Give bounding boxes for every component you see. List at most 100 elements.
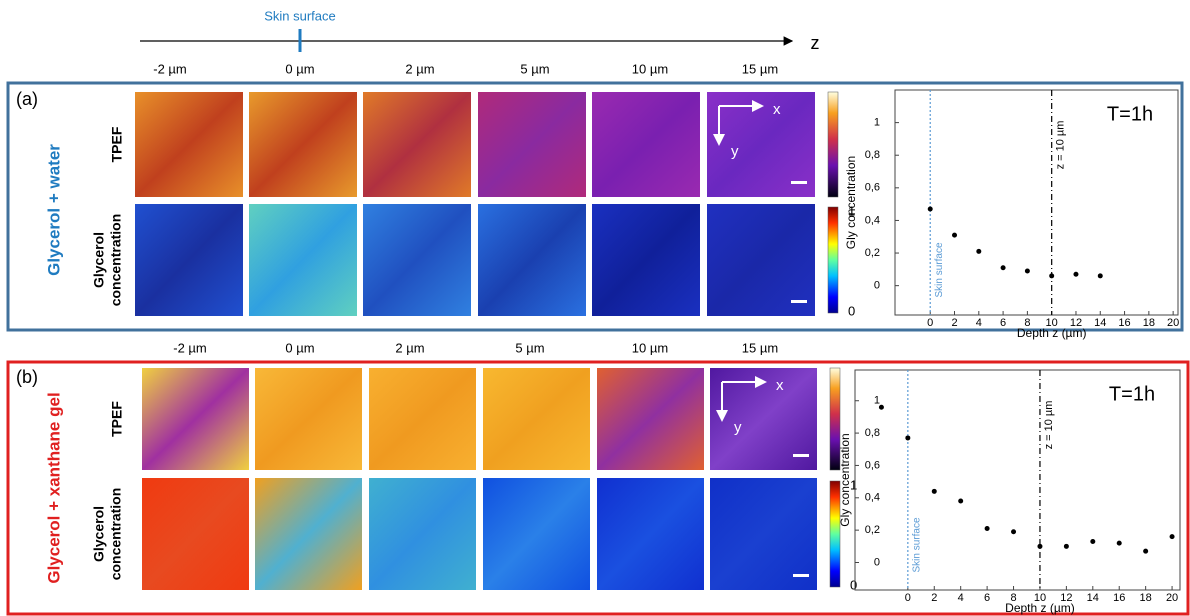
row-label: concentration bbox=[108, 214, 124, 307]
y-tick-label: 0,6 bbox=[865, 182, 880, 194]
depth-label: -2 µm bbox=[173, 340, 207, 355]
x-tick-label: 20 bbox=[1167, 317, 1179, 329]
y-axis-label: Gly concentration bbox=[844, 156, 858, 249]
data-point bbox=[905, 435, 911, 441]
axis-label: Skin surface bbox=[264, 8, 336, 23]
depth-label: 10 µm bbox=[632, 340, 668, 355]
colorbar-label: 0 bbox=[848, 303, 855, 318]
data-point bbox=[952, 232, 958, 238]
micro-image bbox=[478, 204, 586, 316]
micro-image bbox=[255, 478, 362, 590]
depth-label: 0 µm bbox=[285, 61, 314, 76]
micro-image bbox=[249, 92, 357, 197]
y-tick-label: 0 bbox=[874, 280, 880, 292]
x-tick-label: 16 bbox=[1118, 317, 1130, 329]
y-tick-label: 0,2 bbox=[865, 247, 880, 259]
colorbar-label: 0 bbox=[850, 577, 857, 592]
row-label: Glycerol bbox=[91, 232, 107, 288]
micro-image bbox=[255, 368, 362, 470]
micro-image bbox=[249, 204, 357, 316]
data-point bbox=[1049, 273, 1055, 279]
orient-label: y bbox=[731, 143, 739, 160]
y-tick-label: 0,8 bbox=[865, 149, 880, 161]
reference-label: z = 10 µm bbox=[1055, 121, 1067, 170]
micro-image bbox=[135, 204, 243, 316]
micro-image bbox=[369, 478, 476, 590]
x-tick-label: 2 bbox=[931, 592, 937, 604]
sample-label: Glycerol + water bbox=[44, 144, 63, 276]
row-label: concentration bbox=[108, 488, 124, 581]
depth-label: 2 µm bbox=[405, 61, 434, 76]
panel-frame bbox=[6, 81, 1184, 332]
data-point bbox=[958, 498, 964, 504]
y-axis-label: Gly concentration bbox=[838, 433, 852, 526]
depth-label: 5 µm bbox=[515, 340, 544, 355]
row-label: TPEF bbox=[109, 126, 125, 162]
sample-label: Glycerol + xanthane gel bbox=[44, 392, 63, 583]
panel-frame bbox=[6, 360, 1190, 616]
scale-bar bbox=[793, 454, 809, 457]
micro-image bbox=[363, 204, 471, 316]
x-axis-label: Depth z (µm) bbox=[1005, 601, 1075, 615]
y-tick-label: 0,4 bbox=[865, 492, 880, 504]
depth-label: 2 µm bbox=[395, 340, 424, 355]
x-tick-label: 6 bbox=[984, 592, 990, 604]
reference-label: Skin surface bbox=[911, 517, 922, 572]
depth-label: 10 µm bbox=[632, 61, 668, 76]
micro-image bbox=[483, 478, 590, 590]
annotation: T=1h bbox=[1109, 383, 1155, 405]
micro-image bbox=[597, 368, 704, 470]
x-tick-label: 8 bbox=[1010, 592, 1016, 604]
depth-label: -2 µm bbox=[153, 61, 187, 76]
row-label: TPEF bbox=[109, 401, 125, 437]
micro-image bbox=[710, 478, 817, 590]
y-tick-label: 1 bbox=[874, 395, 880, 407]
row-label: Glycerol bbox=[91, 506, 107, 562]
orient-label: y bbox=[734, 419, 742, 436]
y-tick-label: 0,2 bbox=[865, 524, 880, 536]
x-tick-label: 0 bbox=[927, 317, 933, 329]
micro-image bbox=[707, 204, 815, 316]
micro-image bbox=[592, 204, 700, 316]
data-point bbox=[931, 488, 937, 494]
panel-label: (b) bbox=[16, 367, 38, 387]
x-tick-label: 2 bbox=[951, 317, 957, 329]
data-point bbox=[1116, 540, 1122, 546]
x-tick-label: 4 bbox=[958, 592, 964, 604]
x-tick-label: 10 bbox=[1034, 592, 1046, 604]
micro-image bbox=[597, 478, 704, 590]
colorbar bbox=[829, 480, 841, 588]
reference-label: z = 10 µm bbox=[1043, 401, 1055, 450]
plot-frame bbox=[894, 89, 1179, 316]
data-point bbox=[1097, 273, 1103, 279]
scale-bar bbox=[793, 574, 809, 577]
plot-frame bbox=[854, 369, 1181, 591]
x-tick-label: 6 bbox=[1000, 317, 1006, 329]
data-point bbox=[1024, 268, 1030, 274]
data-point bbox=[1143, 548, 1149, 554]
annotation: T=1h bbox=[1107, 103, 1153, 125]
micro-image bbox=[142, 478, 249, 590]
y-tick-label: 1 bbox=[874, 117, 880, 129]
y-tick-label: 0,6 bbox=[865, 459, 880, 471]
x-tick-label: 14 bbox=[1094, 317, 1106, 329]
reference-label: Skin surface bbox=[934, 242, 945, 297]
colorbar-label: 1 bbox=[850, 477, 857, 492]
x-tick-label: 16 bbox=[1113, 592, 1125, 604]
x-tick-label: 18 bbox=[1143, 317, 1155, 329]
x-tick-label: 8 bbox=[1024, 317, 1030, 329]
colorbar bbox=[829, 367, 841, 471]
data-point bbox=[1090, 538, 1096, 544]
orient-label: x bbox=[773, 101, 781, 118]
x-tick-label: 4 bbox=[976, 317, 982, 329]
colorbar bbox=[827, 91, 839, 198]
x-tick-label: 20 bbox=[1166, 592, 1178, 604]
colorbar bbox=[827, 206, 839, 314]
x-tick-label: 12 bbox=[1070, 317, 1082, 329]
x-axis-label: Depth z (µm) bbox=[1017, 326, 1087, 340]
data-point bbox=[927, 206, 933, 212]
x-tick-label: 10 bbox=[1046, 317, 1058, 329]
micro-image bbox=[592, 92, 700, 197]
x-tick-label: 18 bbox=[1140, 592, 1152, 604]
